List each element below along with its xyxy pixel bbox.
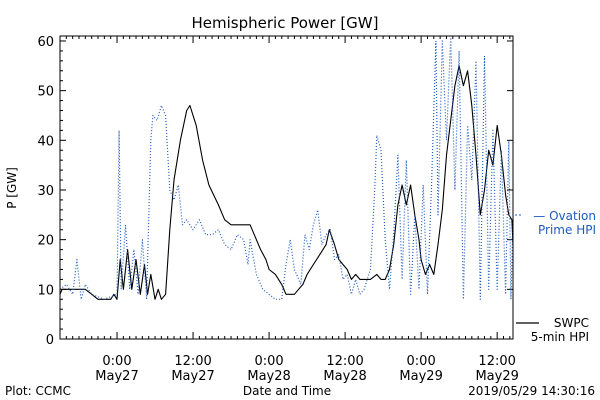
y-axis-label: P [GW]: [5, 167, 19, 209]
x-axis-label: Date and Time: [243, 384, 331, 398]
x-tick-time-label: 12:00: [174, 354, 211, 369]
x-tick-day-label: May28: [247, 369, 290, 384]
legend-ovation-line1: — Ovation: [533, 209, 596, 223]
x-tick-day-label: May28: [323, 369, 366, 384]
series-swpc-line: [59, 65, 514, 300]
x-tick-day-label: May29: [475, 369, 518, 384]
y-tick-label: 30: [37, 184, 54, 199]
chart-title: Hemispheric Power [GW]: [192, 14, 379, 32]
x-tick-day-label: May29: [399, 369, 442, 384]
series-layer: [59, 35, 514, 300]
x-tick-time-label: 0:00: [102, 354, 131, 369]
x-tick-day-label: May27: [95, 369, 138, 384]
y-tick-label: 0: [46, 333, 54, 348]
x-tick-time-label: 0:00: [254, 354, 283, 369]
legend-ovation-line2: Prime HPI: [538, 223, 596, 237]
y-tick-label: 20: [37, 234, 54, 249]
plot-frame: [59, 35, 514, 340]
plot-credit: Plot: CCMC: [5, 384, 71, 398]
legend-swpc-line1: SWPC: [554, 316, 589, 330]
y-tick-label: 40: [37, 134, 54, 149]
legend-swpc-line2: 5-min HPI: [531, 330, 589, 344]
y-tick-label: 60: [37, 35, 54, 50]
x-tick-time-label: 0:00: [407, 354, 436, 369]
x-tick-time-label: 12:00: [478, 354, 515, 369]
y-tick-label: 10: [37, 283, 54, 298]
timestamp: 2019/05/29 14:30:16: [468, 384, 595, 398]
y-tick-label: 50: [37, 85, 54, 100]
axes: 01020304050600:00May2712:00May270:00May2…: [37, 35, 518, 384]
x-tick-day-label: May27: [171, 369, 214, 384]
x-tick-time-label: 12:00: [326, 354, 363, 369]
